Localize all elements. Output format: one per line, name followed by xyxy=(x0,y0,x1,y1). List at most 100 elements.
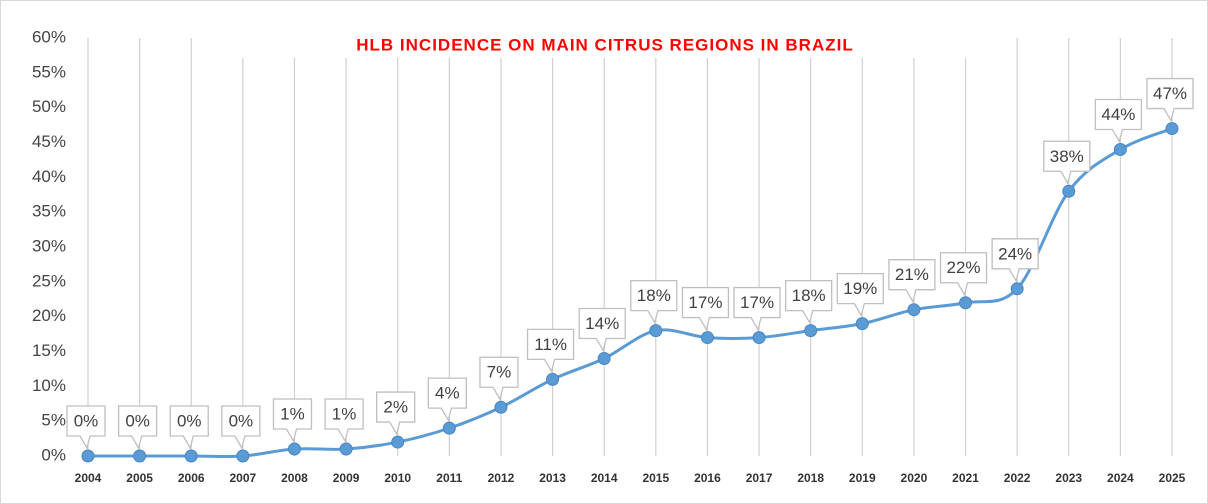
data-label-callout xyxy=(526,328,575,374)
data-label-callout xyxy=(1146,77,1194,123)
data-point xyxy=(1165,122,1179,136)
y-tick-label: 50% xyxy=(32,97,66,116)
x-tick-label: 2024 xyxy=(1107,471,1134,485)
data-label: 0% xyxy=(229,411,254,430)
data-label: 22% xyxy=(947,258,981,277)
data-point xyxy=(752,331,766,345)
data-label-callout xyxy=(479,356,519,401)
data-label-callout xyxy=(681,286,730,332)
data-label-callout xyxy=(836,272,884,318)
data-label: 17% xyxy=(740,293,774,312)
x-tick-label: 2008 xyxy=(281,471,308,485)
data-label-callout xyxy=(272,398,313,443)
data-label-callout xyxy=(888,259,936,304)
data-point xyxy=(597,351,611,365)
x-tick-label: 2005 xyxy=(126,471,153,485)
data-label: 18% xyxy=(792,286,826,305)
data-label-callout xyxy=(169,405,209,450)
x-tick-label: 2007 xyxy=(230,471,257,485)
y-tick-label: 20% xyxy=(32,306,66,325)
x-tick-label: 2017 xyxy=(746,471,773,485)
data-label: 38% xyxy=(1050,147,1084,166)
x-tick-label: 2020 xyxy=(901,471,928,485)
x-tick-label: 2012 xyxy=(488,471,515,485)
x-tick-label: 2013 xyxy=(539,471,566,485)
y-tick-label: 5% xyxy=(41,411,66,430)
data-label-callout xyxy=(117,405,158,450)
data-point xyxy=(804,324,818,338)
data-point xyxy=(442,421,456,435)
data-point xyxy=(959,296,973,310)
y-tick-label: 55% xyxy=(32,62,66,81)
x-tick-label: 2018 xyxy=(797,471,824,485)
data-label: 1% xyxy=(280,405,305,424)
x-tick-label: 2019 xyxy=(849,471,876,485)
x-tick-label: 2022 xyxy=(1004,471,1031,485)
x-tick-label: 2011 xyxy=(436,471,462,485)
x-tick-label: 2015 xyxy=(642,471,669,485)
y-tick-label: 30% xyxy=(32,236,66,255)
x-tick-label: 2006 xyxy=(178,471,205,485)
data-label-callout xyxy=(1094,98,1143,144)
data-point xyxy=(494,400,508,414)
data-label: 19% xyxy=(843,279,877,298)
data-label-callout xyxy=(939,252,988,297)
data-label: 21% xyxy=(895,265,929,284)
data-label: 44% xyxy=(1101,105,1135,124)
data-point xyxy=(339,442,353,456)
data-point xyxy=(133,449,147,463)
data-label: 18% xyxy=(637,286,671,305)
data-point xyxy=(184,449,198,463)
data-point xyxy=(391,435,405,449)
data-label: 47% xyxy=(1153,84,1187,103)
data-label-callout xyxy=(324,398,364,443)
data-label-callout xyxy=(991,238,1039,283)
data-point xyxy=(855,317,869,331)
x-tick-label: 2009 xyxy=(333,471,360,485)
data-label-callout xyxy=(221,405,261,450)
data-point xyxy=(81,449,95,463)
data-point xyxy=(1062,184,1076,198)
data-label: 4% xyxy=(435,384,460,403)
y-tick-label: 60% xyxy=(32,27,66,46)
data-label-callout xyxy=(66,405,106,450)
x-tick-label: 2016 xyxy=(694,471,721,485)
data-point xyxy=(1113,142,1127,156)
data-label: 14% xyxy=(585,314,619,333)
x-tick-label: 2014 xyxy=(591,471,618,485)
x-tick-label: 2023 xyxy=(1055,471,1082,485)
data-label: 7% xyxy=(487,363,512,382)
data-label: 24% xyxy=(998,244,1032,263)
y-tick-label: 35% xyxy=(32,202,66,221)
data-label: 1% xyxy=(332,405,357,424)
data-label-callout xyxy=(1043,140,1091,185)
data-point xyxy=(649,324,663,338)
y-tick-label: 10% xyxy=(32,376,66,395)
data-label: 0% xyxy=(125,411,150,430)
data-label: 11% xyxy=(534,335,567,354)
data-point xyxy=(1010,282,1024,296)
y-tick-label: 15% xyxy=(32,341,66,360)
x-tick-label: 2010 xyxy=(384,471,411,485)
data-label-callout xyxy=(630,279,678,325)
y-tick-label: 0% xyxy=(41,445,66,464)
data-label-callout xyxy=(376,391,416,436)
y-tick-label: 40% xyxy=(32,167,66,186)
data-label-callout xyxy=(578,307,626,353)
data-label-callout xyxy=(785,279,833,325)
x-tick-label: 2021 xyxy=(952,471,979,485)
data-point xyxy=(546,372,560,386)
data-label-callout xyxy=(427,377,467,422)
data-point xyxy=(287,442,301,456)
data-label: 2% xyxy=(383,398,408,417)
data-label-callout xyxy=(733,286,781,332)
data-point xyxy=(907,303,921,317)
data-point xyxy=(236,449,250,463)
data-label: 17% xyxy=(688,293,722,312)
y-tick-label: 25% xyxy=(32,271,66,290)
chart-title: HLB INCIDENCE ON MAIN CITRUS REGIONS IN … xyxy=(356,35,853,54)
x-tick-label: 2004 xyxy=(75,471,102,485)
data-label: 0% xyxy=(74,411,99,430)
title-background xyxy=(240,32,970,58)
data-label: 0% xyxy=(177,411,202,430)
